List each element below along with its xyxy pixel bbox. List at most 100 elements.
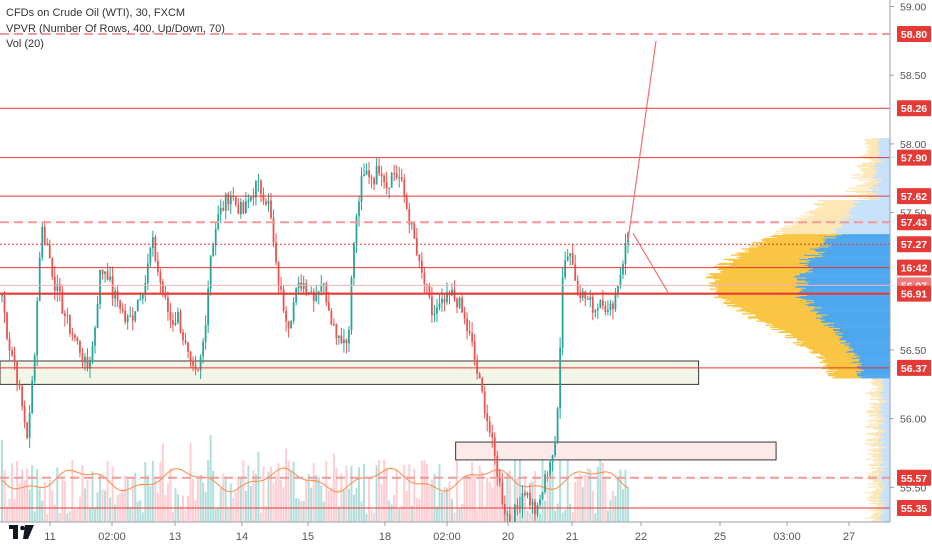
- candle: [99, 269, 101, 310]
- vpvr-indicator-label[interactable]: VPVR (Number Of Rows, 400, Up/Down, 70): [6, 22, 225, 35]
- vpvr-up-row: [866, 183, 878, 185]
- candle: [345, 338, 348, 354]
- candle-body: [443, 298, 446, 303]
- vpvr-down-row: [881, 428, 890, 430]
- vpvr-up-row: [803, 212, 849, 214]
- price-levels[interactable]: [0, 33, 890, 509]
- vpvr-down-row: [859, 358, 890, 360]
- projection-down-line[interactable]: [632, 232, 669, 293]
- volume-ma-line: [1, 467, 629, 493]
- price-level-label[interactable]: 55.35: [897, 500, 931, 516]
- price-level-label[interactable]: 57.27: [897, 236, 931, 253]
- vpvr-down-row: [884, 399, 890, 402]
- price-level-label[interactable]: 16:42: [897, 259, 931, 276]
- candle-body: [451, 289, 453, 296]
- candle: [506, 510, 509, 522]
- vpvr-down-row: [872, 174, 890, 176]
- vpvr-down-row: [809, 268, 890, 271]
- vpvr-up-row: [871, 456, 881, 458]
- vpvr-down-row: [882, 394, 890, 396]
- price-level-label-bg: [897, 100, 931, 117]
- candle: [182, 328, 184, 346]
- price-level-label[interactable]: 55.57: [897, 469, 931, 486]
- vpvr-down-row: [809, 310, 890, 312]
- vpvr-down-row: [883, 436, 890, 439]
- vpvr-up-row: [879, 401, 886, 404]
- volume-bar: [554, 510, 557, 522]
- candle: [179, 309, 182, 334]
- volume-indicator-label[interactable]: Vol (20): [6, 38, 44, 50]
- price-level-label[interactable]: 58.26: [897, 100, 931, 117]
- candle: [501, 472, 504, 507]
- price-level-label[interactable]: 56.91: [897, 285, 931, 302]
- candle-body: [516, 505, 519, 508]
- vpvr-down-row: [844, 344, 890, 346]
- vpvr-up-row: [867, 151, 880, 153]
- candle: [292, 296, 295, 325]
- vpvr-down-row: [883, 424, 890, 426]
- candle: [385, 171, 388, 195]
- price-axis[interactable]: 59.0058.5058.0057.5056.5056.0055.5058.80…: [889, 0, 932, 522]
- candle: [355, 213, 358, 253]
- volume-bar: [159, 461, 162, 522]
- candle: [544, 470, 546, 495]
- vpvr-down-row: [859, 377, 890, 379]
- vpvr-up-row: [874, 434, 882, 437]
- zones[interactable]: [0, 360, 777, 461]
- vpvr-up-row: [869, 445, 879, 447]
- projection-up-line[interactable]: [627, 40, 657, 241]
- candle-body: [546, 474, 549, 476]
- price-level-label[interactable]: 57.90: [897, 149, 931, 166]
- vpvr-up-row: [866, 426, 878, 428]
- volume-bar: [599, 459, 602, 522]
- volume-bar: [116, 495, 119, 522]
- volume-bar: [478, 465, 481, 522]
- price-level-label[interactable]: 57.62: [897, 188, 931, 205]
- symbol-title[interactable]: CFDs on Crude Oil (WTI), 30, FXCM: [6, 7, 186, 19]
- vpvr-down-row: [881, 514, 890, 516]
- price-level-label[interactable]: 56.37: [897, 359, 931, 376]
- vpvr-down-row: [885, 418, 890, 420]
- vpvr-up-row: [821, 359, 859, 361]
- vpvr-up-row: [870, 395, 881, 397]
- price-level-label[interactable]: 58.80: [897, 26, 931, 42]
- candle-body: [599, 300, 602, 309]
- vpvr-up-row: [811, 349, 853, 351]
- zone-demand[interactable]: [0, 360, 700, 385]
- volume-bar: [290, 470, 293, 522]
- candle-body: [471, 333, 474, 342]
- candle-body: [594, 310, 597, 313]
- volume-bar: [340, 473, 343, 522]
- zone-support[interactable]: [455, 441, 777, 461]
- vpvr-up-row: [809, 216, 854, 218]
- tradingview-logo[interactable]: [8, 522, 36, 542]
- candle-body: [564, 260, 567, 278]
- candle-body: [576, 280, 579, 294]
- projection-lines[interactable]: [627, 40, 669, 293]
- candle: [393, 164, 396, 182]
- candle-body: [554, 442, 556, 456]
- candle: [237, 198, 240, 215]
- volume-bar: [604, 477, 607, 522]
- vpvr-up-row: [867, 420, 879, 422]
- vpvr-down-row: [832, 232, 890, 235]
- volume-bar: [584, 474, 587, 522]
- vpvr-up-row: [709, 288, 802, 290]
- vpvr-up-row: [735, 303, 806, 306]
- time-axis[interactable]: 11 02:00 13 14 15 18 02:00 20 21 22 25 03:00 27: [0, 521, 932, 550]
- vpvr-up-row: [874, 417, 883, 419]
- vpvr-down-row: [849, 343, 890, 345]
- vpvr-down-row: [796, 279, 890, 281]
- vpvr-down-row: [856, 356, 890, 358]
- candle: [242, 199, 245, 215]
- candle-body: [94, 327, 96, 346]
- volume-bar: [252, 470, 255, 522]
- price-level-label[interactable]: 57.43: [897, 214, 931, 231]
- vpvr-down-row: [805, 272, 890, 274]
- volume-bar: [33, 511, 36, 522]
- vpvr-up-row: [851, 177, 871, 179]
- vpvr-down-row: [885, 501, 890, 504]
- vpvr-up-row: [715, 286, 795, 288]
